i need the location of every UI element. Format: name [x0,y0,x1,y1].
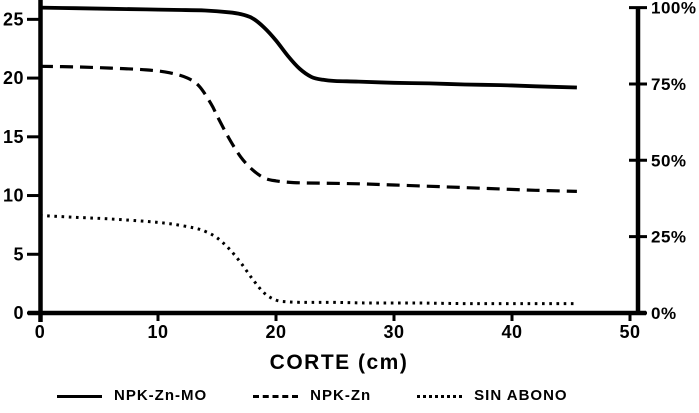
legend-label: NPK-Zn [310,387,372,404]
left-axis-tick-label: 10 [3,186,24,206]
left-axis-tick-label: 15 [3,127,24,147]
left-axis-tick-label: 25 [3,9,24,29]
series-line-npk-zn [39,64,577,193]
right-axis-tick-label: 50% [651,151,687,170]
legend-item-npk-zn-mo: NPK-Zn-MO [57,388,207,404]
series-line-sin-abono [39,214,577,306]
x-axis-title: CORTE (cm) [269,351,409,374]
right-axis-tick-label: 0% [651,304,677,323]
dotted-line-icon [417,394,463,398]
right-axis-tick-label: 75% [651,75,687,94]
solid-line-icon [57,394,102,398]
x-axis-tick-label: 20 [265,322,286,342]
x-axis-tick-label: 30 [383,322,404,342]
x-axis-tick-label: 10 [147,322,168,342]
legend-label: SIN ABONO [474,387,568,404]
right-axis-tick-label: 25% [651,228,687,247]
series-line-npk-zn-mo [39,5,577,90]
x-axis-tick-label: 50 [619,322,640,342]
right-axis-tick-label: 100% [651,0,696,18]
x-axis-tick-label: 40 [501,322,522,342]
legend-label: NPK-Zn-MO [114,387,208,404]
legend: NPK-Zn-MO NPK-Zn SIN ABONO [57,388,568,404]
legend-item-npk-zn: NPK-Zn [253,388,371,404]
legend-item-sin-abono: SIN ABONO [417,388,567,404]
x-axis-tick-label: 0 [35,322,46,342]
dashed-line-icon [253,394,299,398]
left-axis-tick-label: 5 [13,244,24,264]
left-axis-tick-label: 0 [13,303,24,323]
left-axis-tick-label: 20 [3,68,24,88]
